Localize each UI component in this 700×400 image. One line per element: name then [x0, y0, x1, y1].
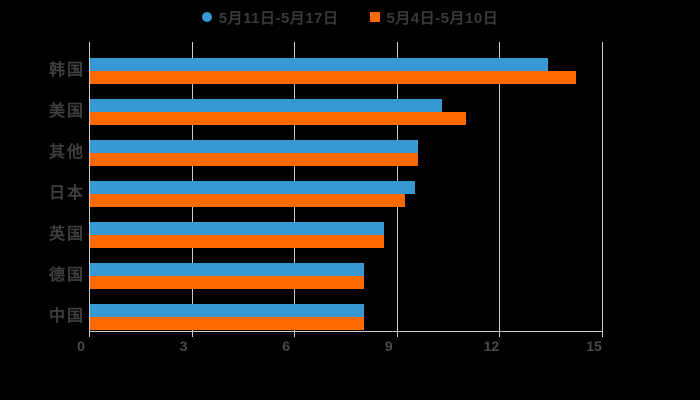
- bar-row5-s1: [90, 263, 364, 276]
- bar-row5-s2: [90, 276, 364, 289]
- legend-square-marker-icon: [369, 12, 380, 22]
- legend-item-week-may11-17[interactable]: 5月11日-5月17日: [201, 7, 339, 28]
- legend-label-week-may4-10: 5月4日-5月10日: [386, 9, 499, 27]
- bar-row4-s2: [90, 235, 385, 248]
- bar-row1-s2: [90, 112, 467, 125]
- x-tick-label-0: 0: [77, 338, 85, 354]
- x-tick-mark-12: [499, 331, 501, 337]
- x-tick-label-15: 15: [586, 338, 602, 354]
- category-label-2: 其他: [48, 144, 85, 161]
- x-tick-label-9: 9: [384, 338, 393, 354]
- category-label-1: 美国: [48, 103, 85, 120]
- category-label-5: 德国: [48, 267, 85, 284]
- legend-item-week-may4-10[interactable]: 5月4日-5月10日: [369, 7, 499, 28]
- x-tick-mark-0: [89, 331, 90, 337]
- x-tick-mark-3: [191, 331, 193, 337]
- x-axis-line: [89, 331, 602, 332]
- category-label-3: 日本: [48, 185, 85, 202]
- bar-row0-s1: [90, 58, 549, 71]
- legend-circle-marker-icon: [201, 12, 212, 22]
- bar-row2-s1: [90, 140, 419, 153]
- gridline-x12: [499, 42, 501, 331]
- category-label-6: 中国: [48, 308, 85, 325]
- bar-row3-s1: [90, 181, 415, 194]
- bar-row2-s2: [90, 153, 419, 166]
- x-tick-label-3: 3: [179, 338, 188, 354]
- bar-row4-s1: [90, 222, 385, 235]
- x-tick-mark-15: [602, 331, 603, 337]
- category-label-0: 韩国: [48, 62, 85, 79]
- x-tick-label-6: 6: [282, 338, 291, 354]
- legend: 5月11日-5月17日 5月4日-5月10日: [0, 6, 700, 28]
- x-tick-label-12: 12: [483, 338, 500, 354]
- x-tick-mark-9: [396, 331, 398, 337]
- bar-row6-s2: [90, 317, 364, 330]
- bar-row1-s1: [90, 99, 443, 112]
- category-label-4: 英国: [48, 226, 85, 243]
- x-tick-mark-6: [294, 331, 296, 337]
- gridline-x15: [602, 42, 603, 331]
- bar-row3-s2: [90, 194, 405, 207]
- y-axis-line: [89, 42, 90, 331]
- bar-row0-s2: [90, 71, 576, 84]
- bar-row6-s1: [90, 304, 364, 317]
- legend-label-week-may11-17: 5月11日-5月17日: [218, 9, 339, 27]
